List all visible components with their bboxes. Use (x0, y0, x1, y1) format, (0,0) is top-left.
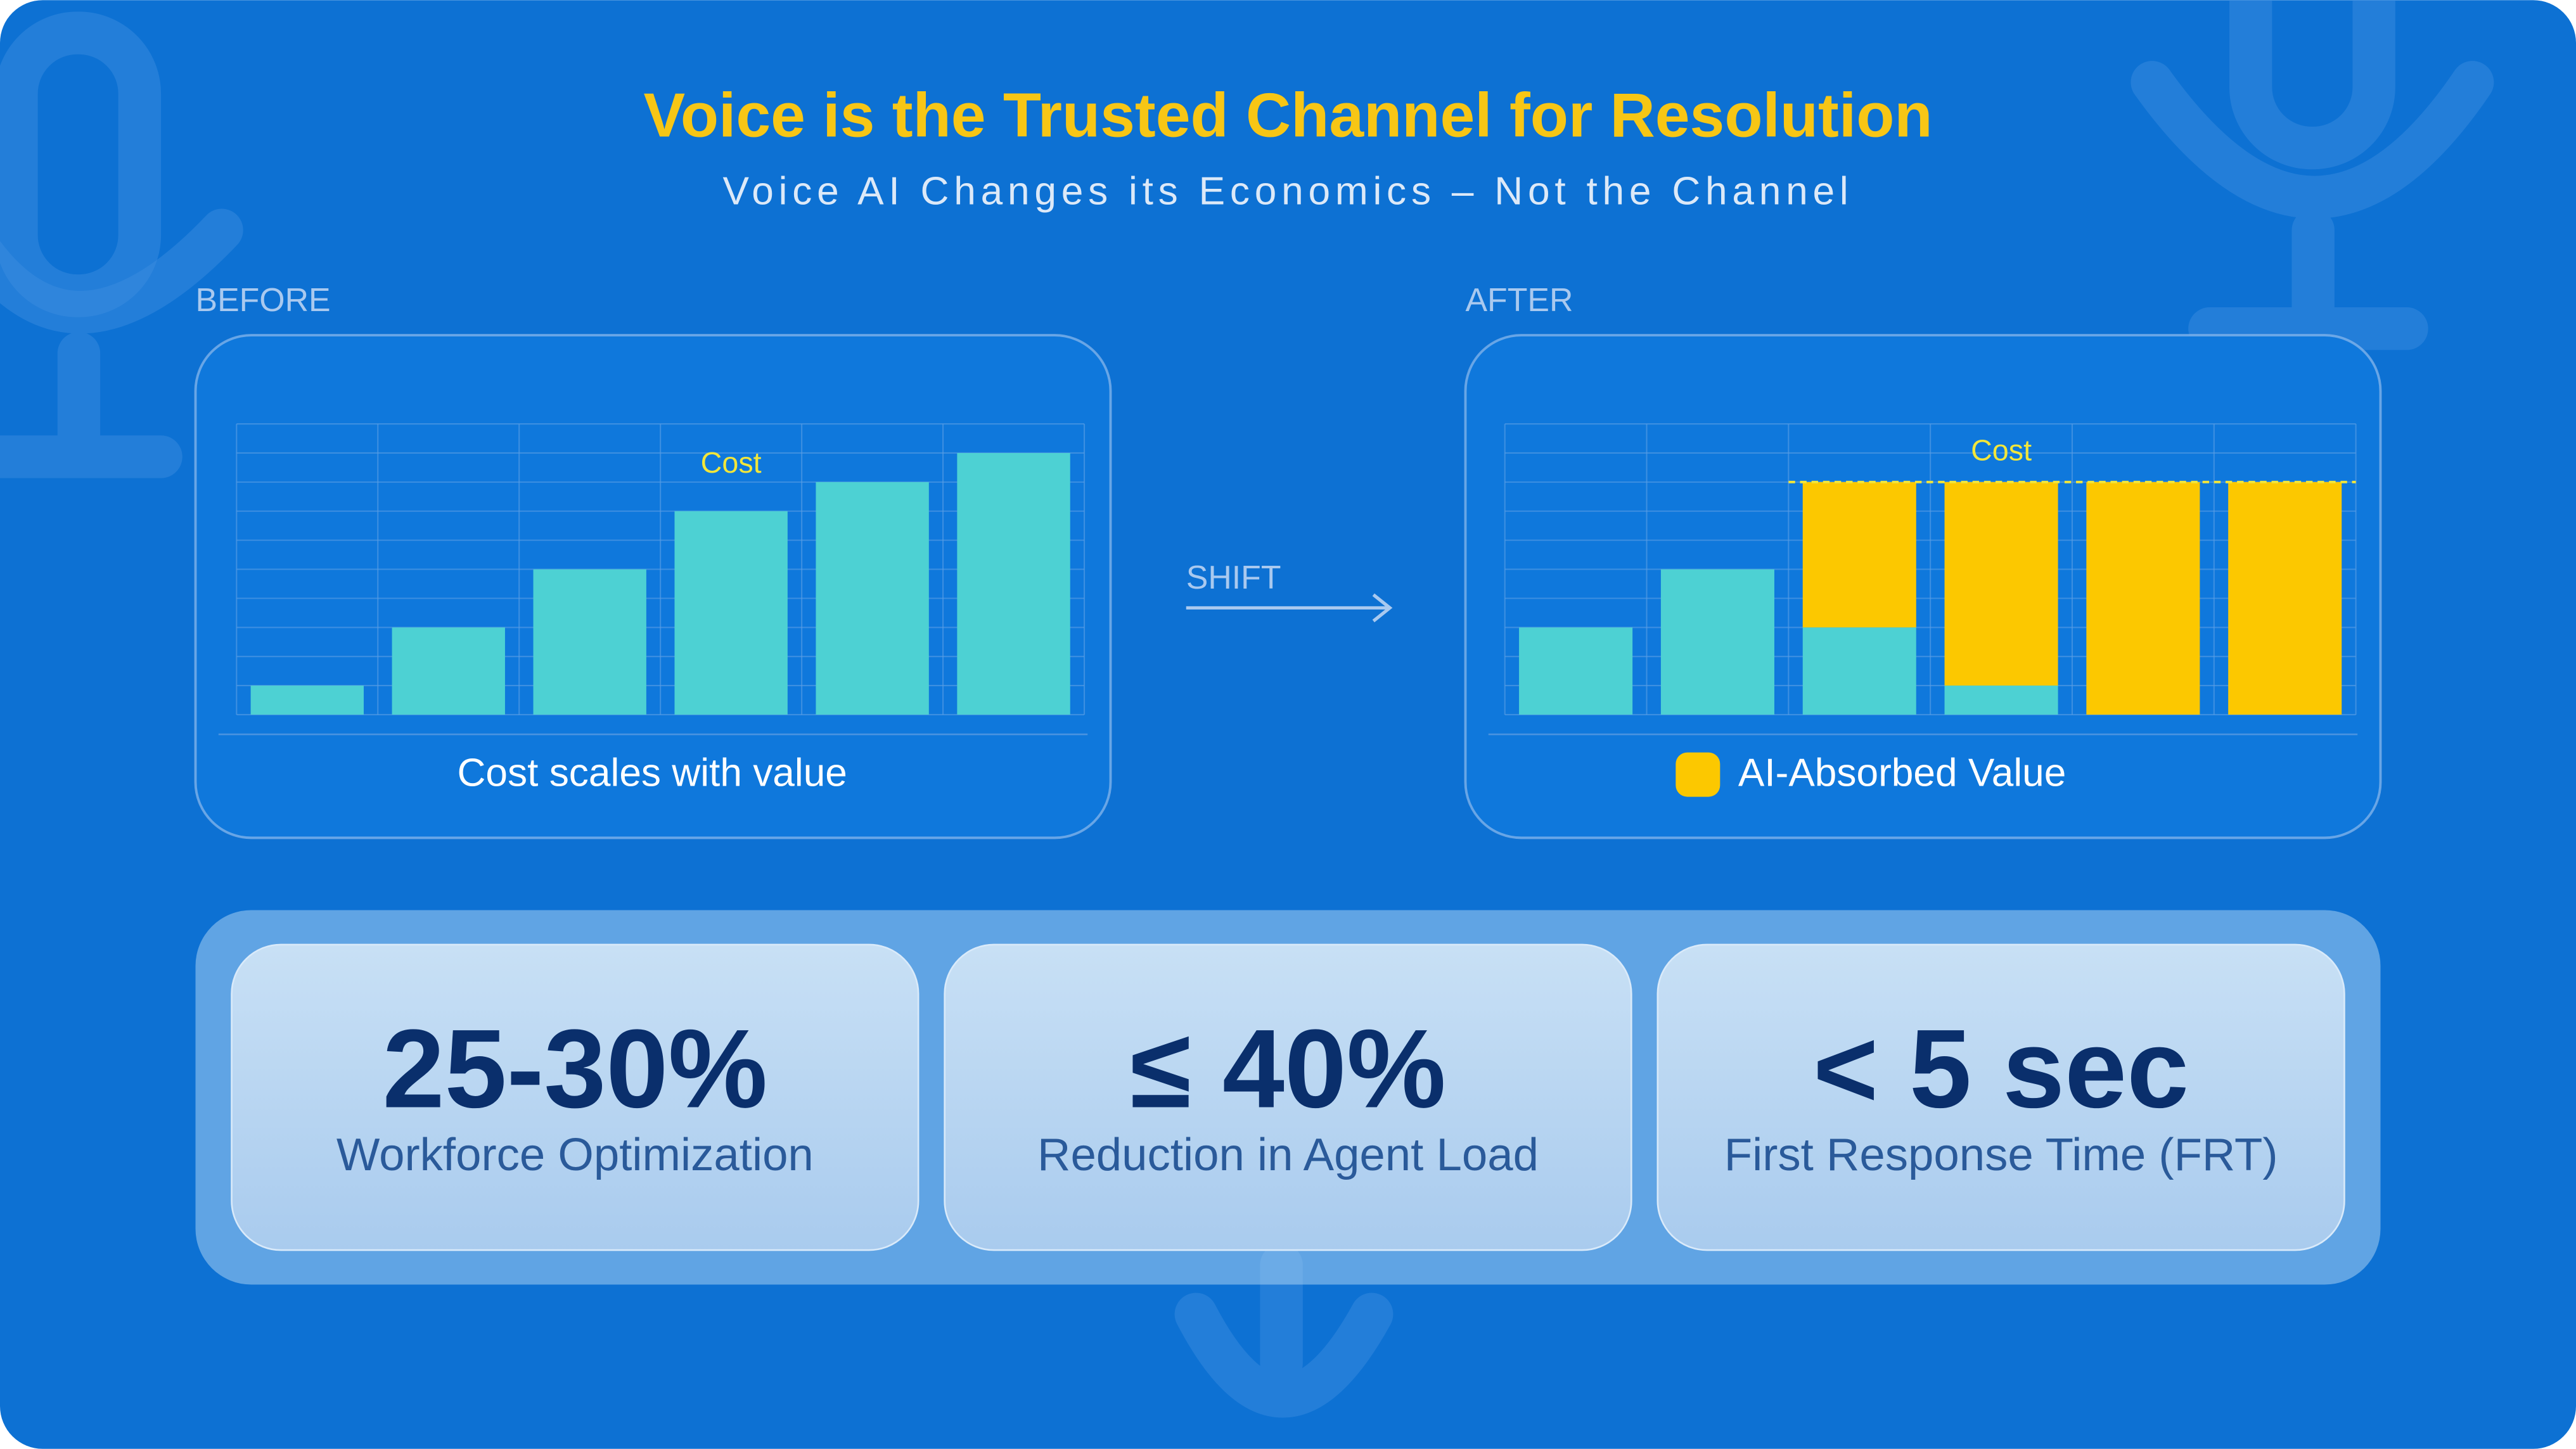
bar (674, 511, 788, 715)
bar-segment (1802, 482, 1916, 628)
section-label: AFTER (1465, 281, 1573, 318)
shift-arrow (1186, 593, 1393, 623)
bar (250, 686, 364, 715)
section-label: BEFORE (196, 281, 331, 318)
bar-segment (2228, 482, 2342, 715)
subtitle: Voice AI Changes its Economics – Not the… (722, 170, 1853, 214)
legend-swatch (1676, 752, 1721, 797)
stat-value: < 5 sec (1813, 1006, 2189, 1131)
stat-card (944, 943, 1632, 1251)
bar-segment (2086, 482, 2200, 715)
stat-label: First Response Time (FRT) (1724, 1129, 2278, 1180)
bar (957, 452, 1070, 715)
stat-label: Reduction in Agent Load (1037, 1129, 1539, 1180)
stat-label: Workforce Optimization (336, 1129, 814, 1180)
shift-label: SHIFT (1186, 559, 1281, 596)
title: Voice is the Trusted Channel for Resolut… (643, 80, 1932, 150)
bar-segment (1519, 627, 1633, 715)
bar (392, 627, 505, 715)
stat-value: ≤ 40% (1130, 1006, 1446, 1131)
decor-mics (0, 0, 2494, 1418)
bar-segment (1660, 569, 1774, 715)
bar-segment (1944, 482, 2058, 686)
stat-value: 25-30% (383, 1006, 768, 1131)
bar-segment (1944, 686, 2058, 715)
bar (533, 569, 646, 715)
legend-label: AI-Absorbed Value (1738, 751, 2067, 795)
annotation: Cost (701, 446, 762, 479)
caption: Cost scales with value (458, 751, 847, 795)
stat-card (1656, 943, 2345, 1251)
bar (816, 482, 929, 715)
stat-card (231, 943, 920, 1251)
reference-label: Cost (1971, 434, 2032, 467)
bar-segment (1802, 627, 1916, 715)
